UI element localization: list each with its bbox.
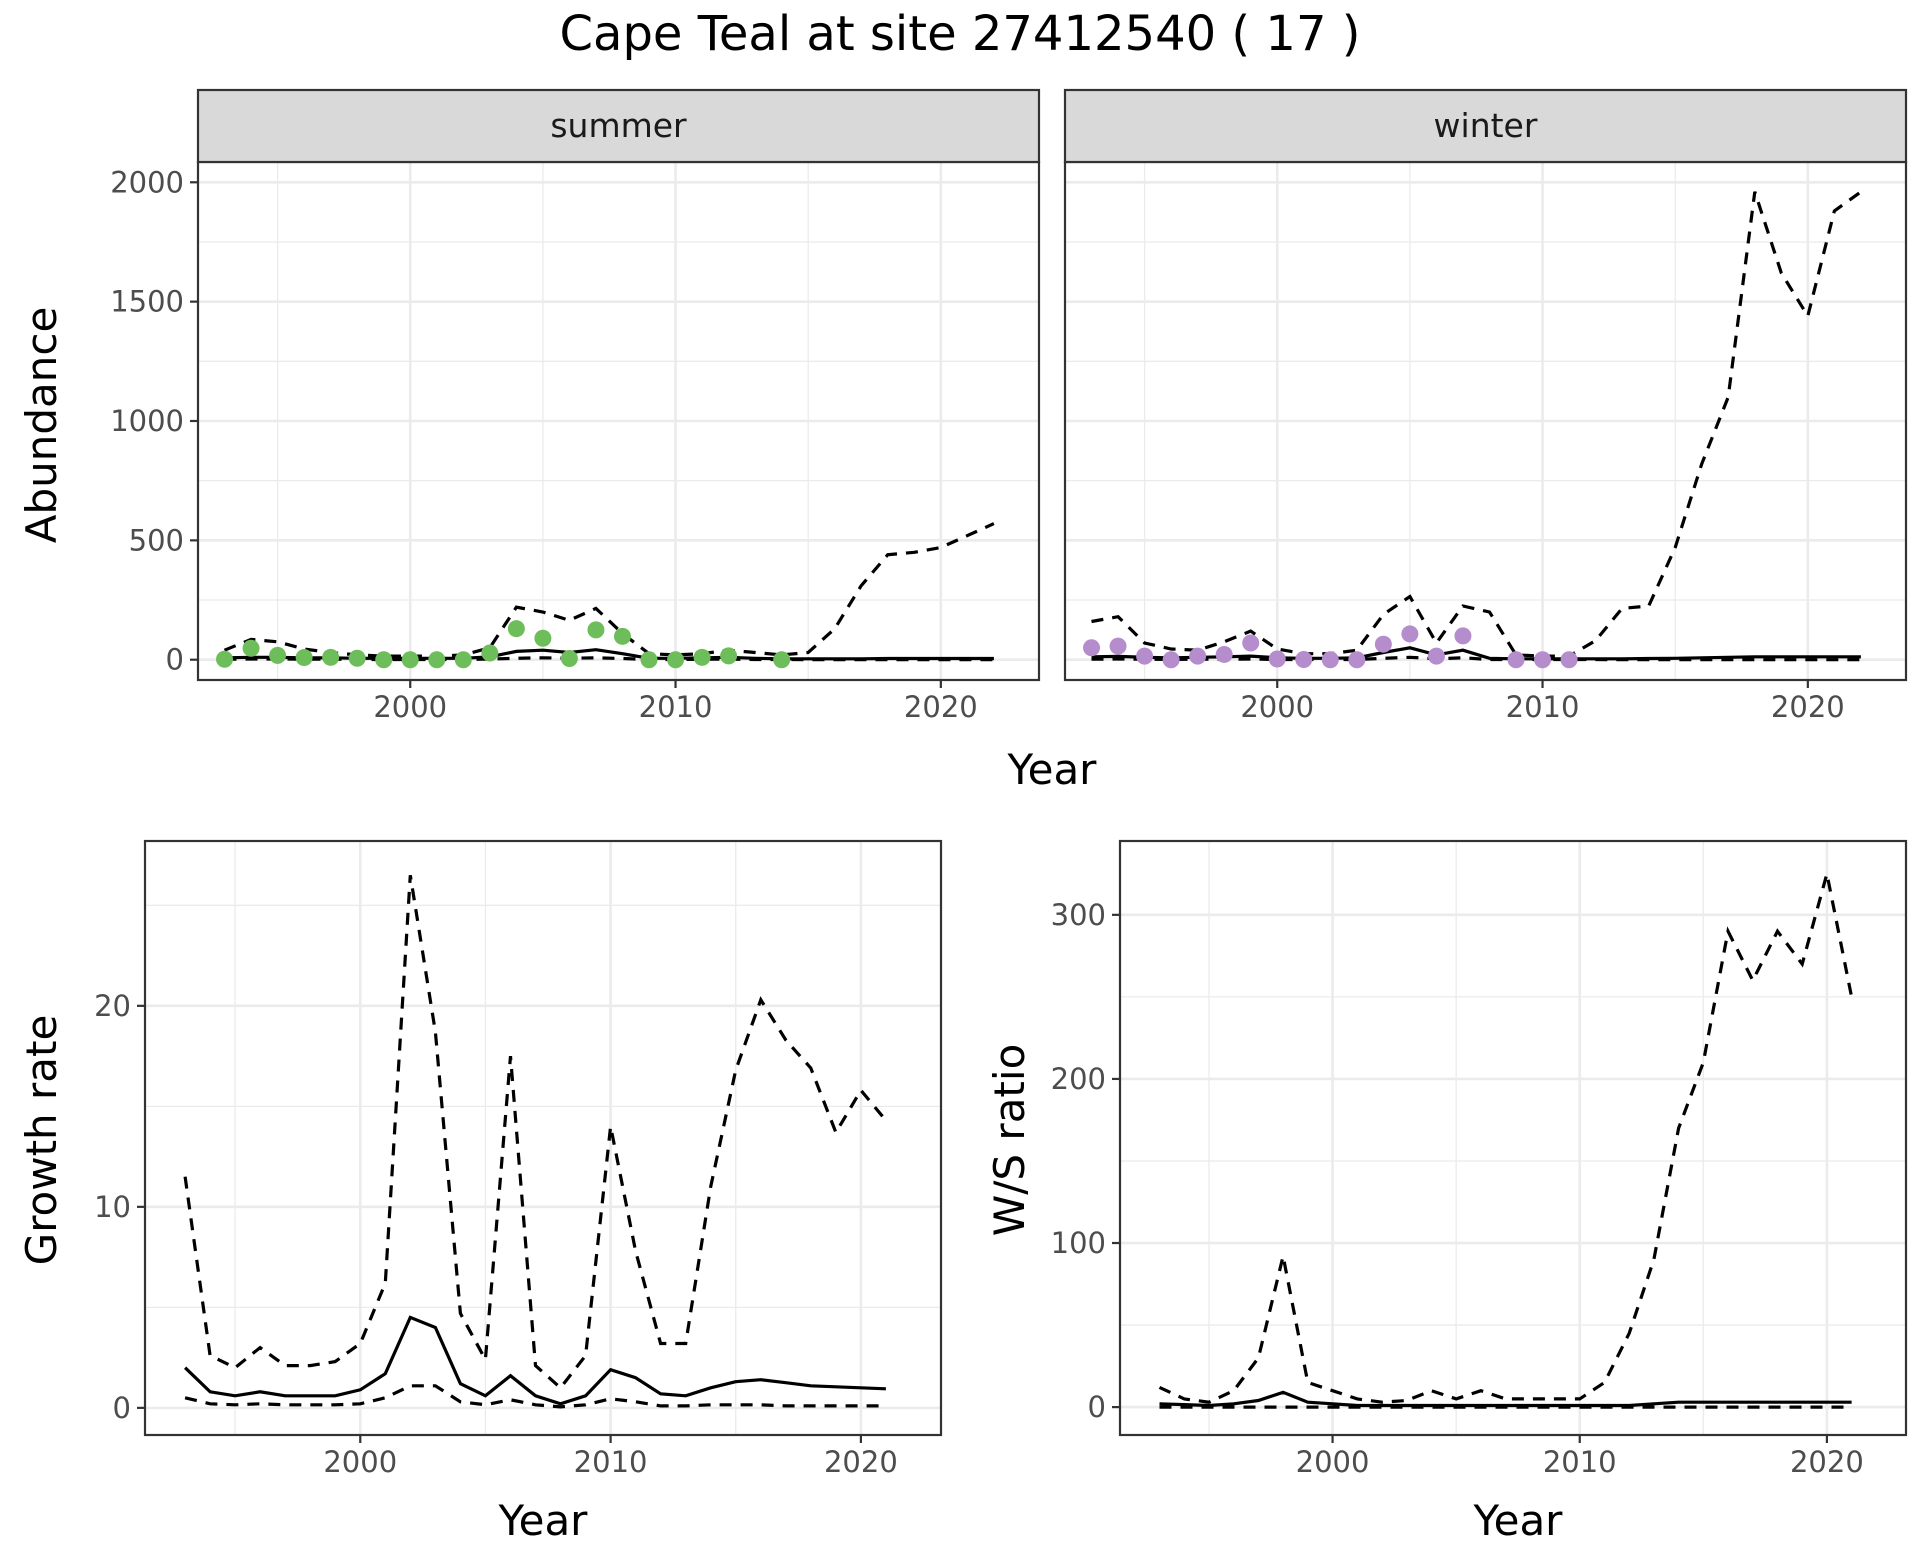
x-tick-label: 2020 [824, 1445, 898, 1479]
ws-ratio-panel: 2000 2010 2020 0 100 200 300 [1051, 839, 1908, 1479]
abundance-winter-panel: 2000 2010 2020 winter [1063, 88, 1908, 724]
count-point [1268, 650, 1286, 668]
panel-border [143, 839, 943, 1437]
x-tick-label: 2000 [323, 1445, 397, 1479]
x-tick-label: 2000 [1240, 690, 1314, 724]
count-point [1162, 651, 1180, 669]
x-tick-label: 2000 [1296, 1445, 1370, 1479]
upper-bound-line [1158, 873, 1854, 1404]
count-point [613, 627, 631, 645]
count-point [1507, 651, 1525, 669]
count-point [348, 649, 366, 667]
y-tick-label: 2000 [110, 165, 184, 199]
x-tick-label: 2020 [1790, 1445, 1864, 1479]
y-tick-label: 20 [94, 989, 131, 1023]
y-tick-label: 300 [1051, 898, 1106, 932]
y-tick-label: 100 [1051, 1226, 1106, 1260]
count-point [322, 648, 340, 666]
count-point [1427, 647, 1445, 665]
count-point [667, 651, 685, 669]
count-point [1189, 647, 1207, 665]
ws-y-axis-title: W/S ratio [985, 1044, 1034, 1237]
count-point [1401, 625, 1419, 643]
count-point [720, 647, 738, 665]
count-point [640, 651, 658, 669]
count-point [428, 651, 446, 669]
count-point [375, 651, 393, 669]
x-tick-label: 2010 [639, 690, 713, 724]
ws-x-axis-title: Year [1473, 1496, 1564, 1545]
x-tick-label: 2010 [1506, 690, 1580, 724]
abundance-y-axis-title: Abundance [17, 307, 66, 544]
mean-line [1159, 1390, 1852, 1408]
growth-rate-panel: 2000 2010 2020 0 10 20 [94, 839, 943, 1479]
panel-background [1120, 841, 1906, 1435]
count-point [1374, 635, 1392, 653]
y-tick-label: 0 [113, 1391, 131, 1425]
count-point [216, 650, 234, 668]
count-point [1560, 651, 1578, 669]
x-tick-label: 2020 [1771, 690, 1845, 724]
count-point [1348, 651, 1366, 669]
count-point [1295, 650, 1313, 668]
facet-strip [1063, 88, 1908, 164]
growth-y-axis-title: Growth rate [17, 1015, 66, 1266]
y-tick-label: 0 [166, 643, 184, 677]
count-point [242, 639, 260, 657]
facet-strip [196, 88, 1041, 164]
count-point [401, 651, 419, 669]
count-point [1321, 651, 1339, 669]
y-tick-label: 0 [1088, 1390, 1106, 1424]
x-tick-label: 2000 [373, 690, 447, 724]
panel-background [145, 841, 941, 1435]
count-point [1242, 634, 1260, 652]
count-point [1454, 627, 1472, 645]
panel-border [1118, 839, 1908, 1437]
count-point [1534, 651, 1552, 669]
count-point [1083, 639, 1101, 657]
facet-strip-label: winter [1434, 106, 1538, 145]
y-tick-label: 200 [1051, 1062, 1106, 1096]
count-point [773, 651, 791, 669]
figure-title: Cape Teal at site 27412540 ( 17 ) [560, 6, 1361, 62]
count-point [693, 648, 711, 666]
facet-strip-label: summer [550, 106, 687, 145]
mean-line [183, 1315, 886, 1406]
count-point [481, 644, 499, 662]
count-point [507, 620, 525, 638]
abundance-summer-panel: 2000 2010 2020 0 500 1000 1500 2000 summer [110, 88, 1041, 724]
x-tick-label: 2010 [1543, 1445, 1617, 1479]
y-tick-label: 10 [94, 1190, 131, 1224]
x-tick-label: 2020 [904, 690, 978, 724]
y-tick-label: 1500 [110, 285, 184, 319]
count-point [587, 621, 605, 639]
count-point [1215, 645, 1233, 663]
count-point [560, 650, 578, 668]
x-tick-label: 2010 [574, 1445, 648, 1479]
upper-bound-line [1091, 190, 1862, 658]
count-point [534, 629, 552, 647]
count-point [454, 651, 472, 669]
count-point [1136, 647, 1154, 665]
y-tick-label: 1000 [110, 404, 184, 438]
upper-bound-line [183, 874, 888, 1391]
growth-x-axis-title: Year [498, 1496, 589, 1545]
count-point [295, 649, 313, 667]
lower-bound-line [184, 1384, 886, 1409]
count-point [269, 646, 287, 664]
y-tick-label: 500 [129, 523, 184, 557]
abundance-x-axis-title: Year [1007, 745, 1098, 794]
count-point [1109, 637, 1127, 655]
